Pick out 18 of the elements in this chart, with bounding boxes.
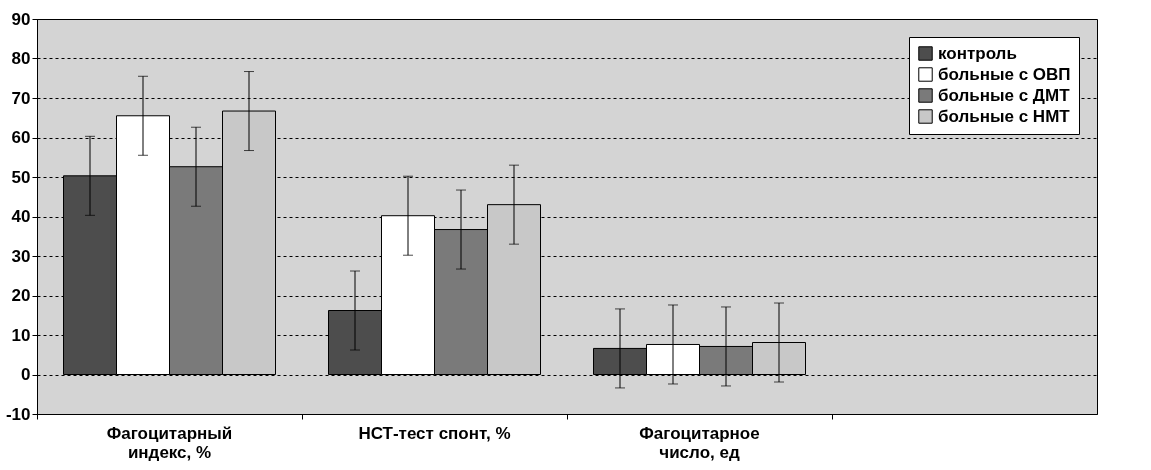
y-tick-label: 40 (11, 207, 31, 226)
legend-label: больные с ДМТ (938, 85, 1071, 105)
legend-label: больные с ОВП (938, 64, 1071, 84)
x-tick-label: Фагоцитарный индекс, % (106, 423, 233, 462)
y-tick-label: 60 (11, 128, 31, 147)
x-tick-label: НСТ-тест спонт, % (358, 423, 511, 443)
y-tick-label: 70 (11, 88, 31, 108)
y-tick-label: 90 (11, 9, 31, 29)
y-tick-label: 0 (21, 365, 31, 384)
y-tick-label: 10 (11, 325, 31, 345)
y-tick-label: 20 (11, 286, 31, 305)
legend-label: контроль (938, 43, 1017, 63)
y-tick-label: 50 (11, 167, 31, 187)
y-tick-label: -10 (5, 404, 31, 424)
x-tick-label: Фагоцитарное число, ед (639, 423, 760, 462)
legend-label: больные с НМТ (938, 106, 1071, 126)
y-tick-label: 30 (11, 246, 31, 266)
y-tick-label: 80 (11, 49, 31, 68)
